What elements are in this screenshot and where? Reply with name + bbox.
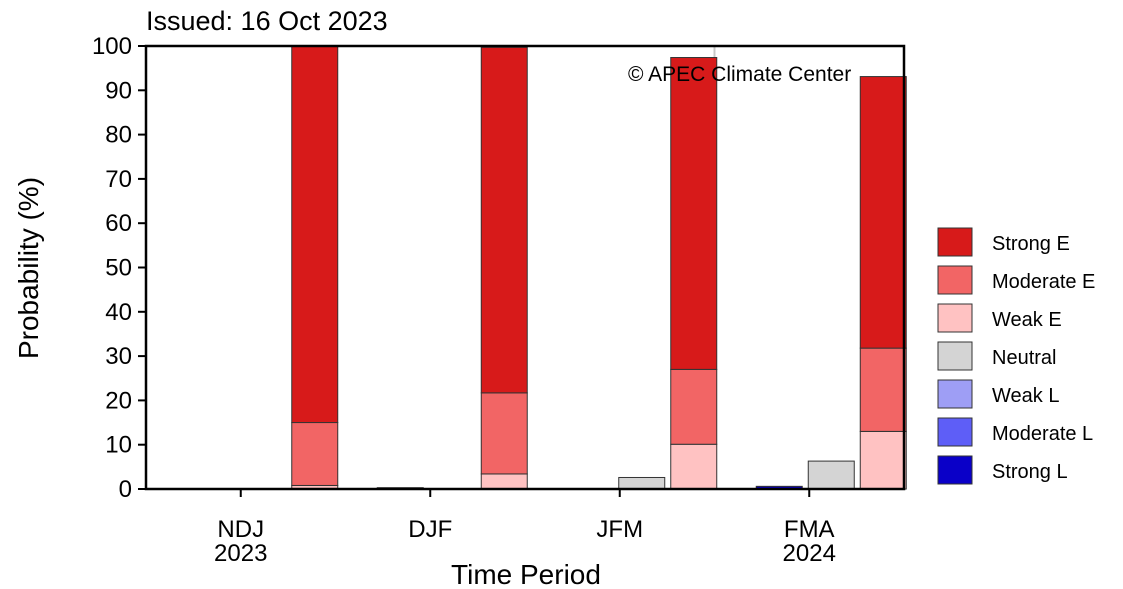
x-tick-label-djf: DJF [408, 516, 452, 543]
y-tick-label: 50 [105, 255, 132, 282]
bar-moderate-e-fma [859, 347, 907, 432]
legend-label-weak-l: Weak L [992, 385, 1059, 407]
y-tick-label: 60 [105, 210, 132, 237]
y-tick-label: 0 [119, 476, 132, 503]
legend-label-moderate-e: Moderate E [992, 271, 1095, 293]
bar-strong-e-ndj [291, 45, 339, 424]
legend-label-neutral: Neutral [992, 347, 1056, 369]
legend-swatch-strong-l [937, 455, 973, 485]
legend-swatch-strong-e [937, 227, 973, 257]
copyright-notice: © APEC Climate Center [628, 63, 851, 86]
issued-date: Issued: 16 Oct 2023 [146, 6, 388, 36]
y-tick-label: 70 [105, 166, 132, 193]
bar-strong-e-fma [859, 76, 907, 349]
legend-swatch-weak-e [937, 303, 973, 333]
legend-swatch-moderate-e [937, 265, 973, 295]
y-tick-label: 20 [105, 387, 132, 414]
bar-weak-e-djf [480, 473, 528, 490]
bar-strong-e-djf [480, 46, 528, 394]
y-tick-label: 30 [105, 343, 132, 370]
x-tick-label-jfm: JFM [596, 516, 643, 543]
bar-neutral-fma [807, 460, 855, 490]
bar-moderate-e-jfm [670, 368, 718, 445]
bar-neutral-jfm [618, 476, 666, 490]
bar-moderate-e-ndj [291, 422, 339, 486]
bar-strong-e-jfm [670, 57, 718, 370]
legend-swatch-moderate-l [937, 417, 973, 447]
legend-swatch-neutral [937, 341, 973, 371]
x-tick-label-fma: FMA [784, 516, 835, 543]
y-tick-label: 40 [105, 299, 132, 326]
bar-weak-e-jfm [670, 443, 718, 490]
x-axis-title: Time Period [451, 559, 601, 589]
bar-weak-e-fma [859, 430, 907, 490]
legend-label-strong-e: Strong E [992, 233, 1070, 255]
bar-moderate-e-djf [480, 392, 528, 475]
legend: Strong E Moderate E Weak E Neutral Weak L Mod… [937, 227, 1095, 485]
y-tick-label: 100 [92, 33, 132, 60]
y-axis-title: Probability (%) [13, 177, 44, 359]
x-tick-year-ndj: 2023 [214, 540, 267, 567]
x-tick-label-ndj: NDJ [217, 516, 264, 543]
y-tick-label: 10 [105, 432, 132, 459]
y-tick-label: 80 [105, 122, 132, 149]
y-tick-label: 90 [105, 77, 132, 104]
legend-label-moderate-l: Moderate L [992, 423, 1093, 445]
x-tick-year-fma: 2024 [783, 540, 836, 567]
legend-label-strong-l: Strong L [992, 461, 1068, 483]
legend-swatch-weak-l [937, 379, 973, 409]
legend-label-weak-e: Weak E [992, 309, 1062, 331]
